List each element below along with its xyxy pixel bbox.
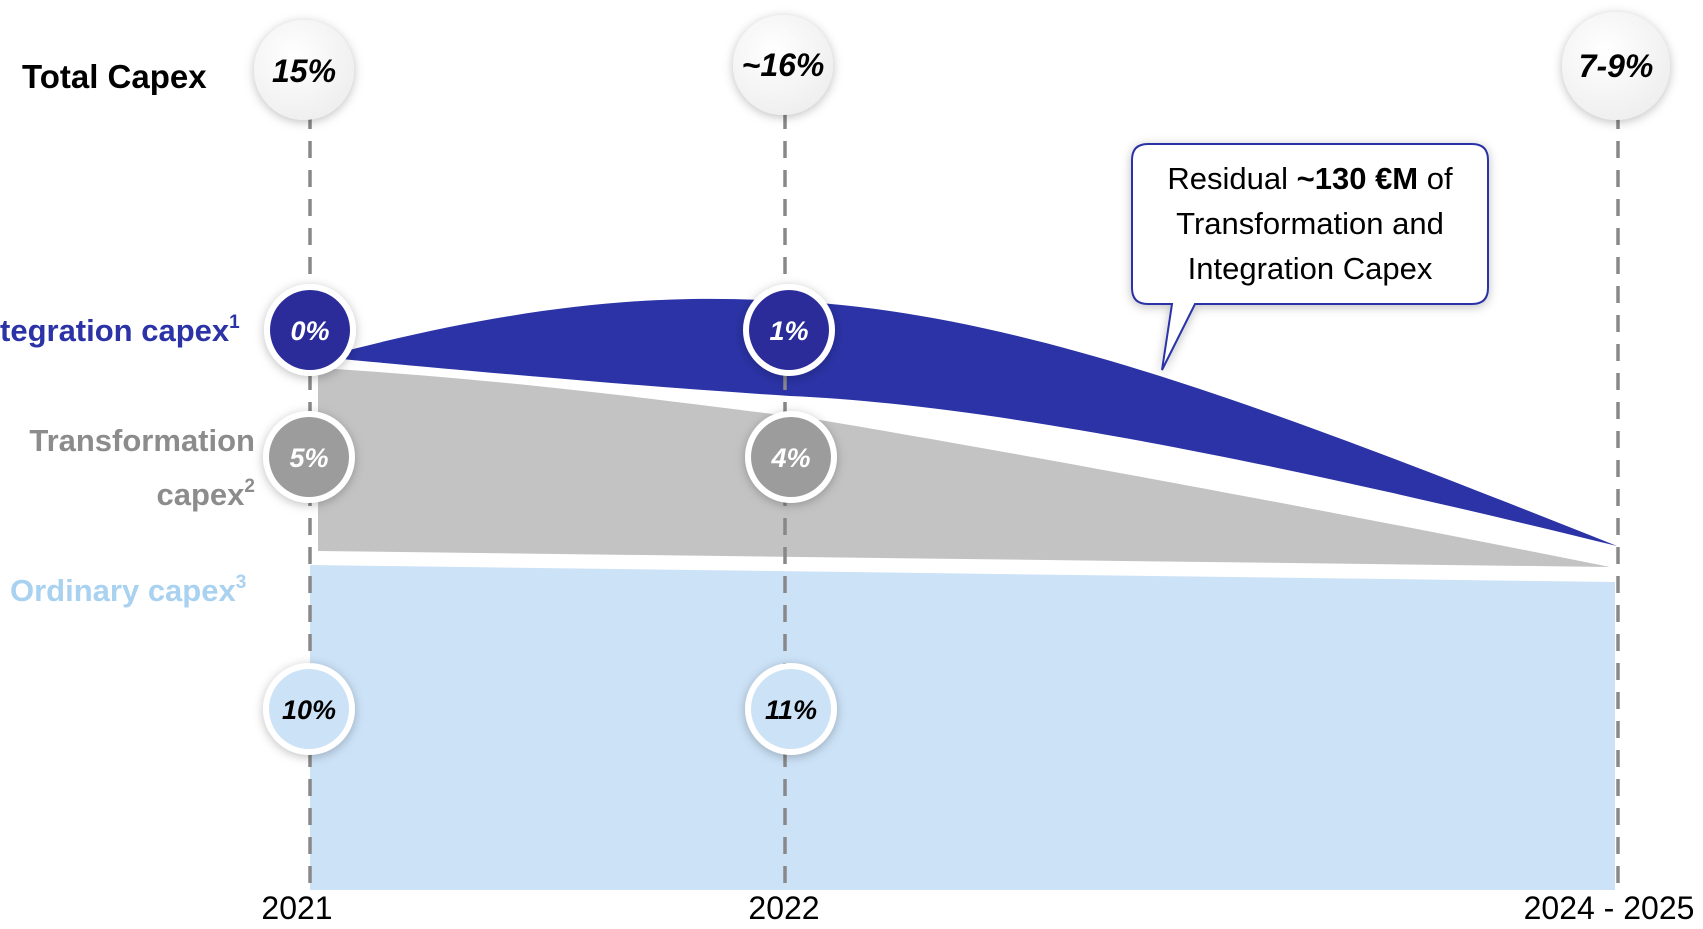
footnote-marker-1: 1	[229, 312, 240, 333]
total-capex-label: Total Capex	[22, 58, 207, 95]
footnote-marker-2: 2	[244, 476, 255, 497]
transformation-capex-label: Transformation capex2	[29, 418, 255, 518]
x-tick-2021: 2021	[261, 890, 333, 926]
integration-bubble-2022: 1%	[743, 284, 835, 376]
total-value-2021: 15%	[272, 53, 336, 89]
integration-capex-area	[330, 298, 1617, 546]
footnote-marker-3: 3	[235, 572, 247, 593]
ordinary-capex-area	[310, 565, 1615, 890]
ordinary-capex-label: Ordinary capex3	[10, 572, 246, 609]
total-bubble-2024-2025: 7-9%	[1562, 12, 1670, 120]
ordinary-capex-text: Ordinary capex	[10, 573, 236, 608]
transformation-value-2022: 4%	[770, 443, 810, 473]
total-bubble-2022: ~16%	[733, 15, 833, 115]
callout-box	[1131, 143, 1489, 371]
callout-highlight: ~130 €M	[1296, 161, 1419, 196]
ordinary-value-2022: 11%	[765, 695, 817, 725]
callout-text: Residual ~130 €M of Transformation and I…	[1132, 144, 1488, 300]
transformation-value-2021: 5%	[289, 443, 328, 473]
integration-value-2021: 0%	[290, 316, 329, 346]
integration-bubble-2021: 0%	[264, 284, 356, 376]
x-tick-2024-2025: 2024 - 2025	[1523, 890, 1695, 926]
transformation-capex-text-line1: Transformation	[29, 423, 255, 458]
ordinary-bubble-2021: 10%	[263, 663, 355, 755]
integration-value-2022: 1%	[769, 316, 808, 346]
transformation-bubble-2021: 5%	[263, 411, 355, 503]
integration-capex-text: tegration capex	[0, 313, 230, 348]
transformation-capex-area	[318, 368, 1610, 567]
ordinary-value-2021: 10%	[282, 695, 336, 725]
x-tick-2022: 2022	[748, 890, 820, 926]
transformation-bubble-2022: 4%	[745, 411, 837, 503]
transformation-capex-text-line2: capex	[156, 477, 245, 512]
total-value-2022: ~16%	[742, 47, 825, 83]
total-bubble-2021: 15%	[254, 20, 354, 120]
integration-capex-label: tegration capex1	[0, 312, 240, 349]
callout-suffix: of Transformation and Integration Capex	[1176, 161, 1453, 286]
ordinary-bubble-2022: 11%	[745, 663, 837, 755]
total-value-2024-2025: 7-9%	[1579, 48, 1654, 84]
callout-prefix: Residual	[1167, 161, 1297, 196]
